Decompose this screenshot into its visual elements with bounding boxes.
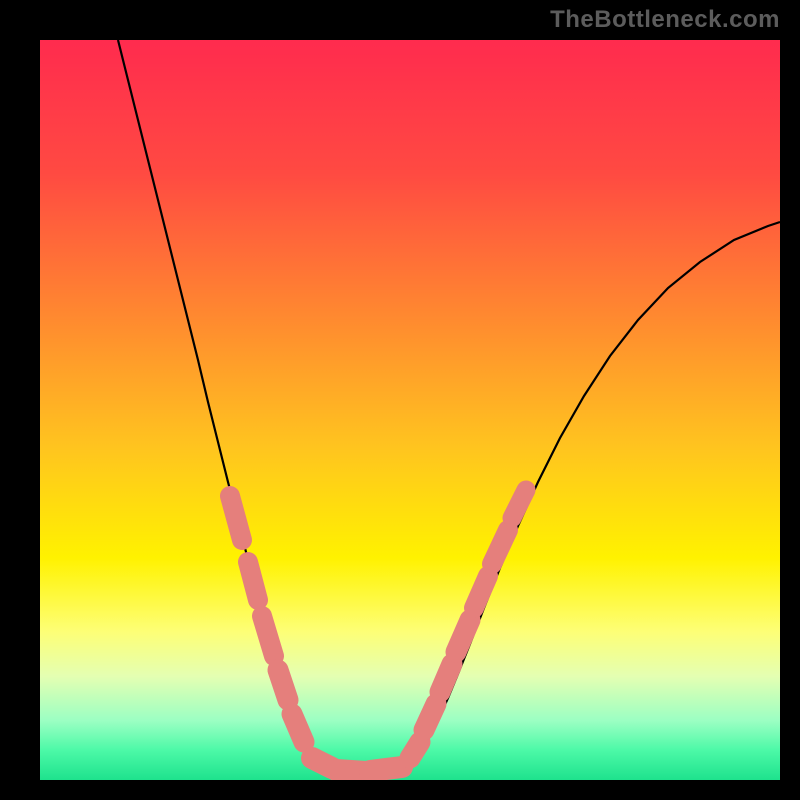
watermark-text: TheBottleneck.com [550, 6, 780, 34]
bead-segment [278, 670, 288, 700]
bead-segment [292, 714, 304, 742]
chart-canvas [0, 0, 800, 800]
bead-segment [424, 704, 436, 730]
bead-segment [474, 576, 488, 608]
bead-segment [512, 490, 526, 518]
bead-segment [456, 620, 470, 652]
bead-segment [410, 742, 420, 758]
chart-background [40, 40, 780, 780]
bead-segment [248, 562, 258, 600]
figure-frame: TheBottleneck.com [0, 0, 800, 800]
bead-segment [440, 664, 452, 692]
bead-segment [230, 496, 242, 540]
bead-segment [370, 767, 402, 771]
bead-segment [262, 616, 274, 656]
